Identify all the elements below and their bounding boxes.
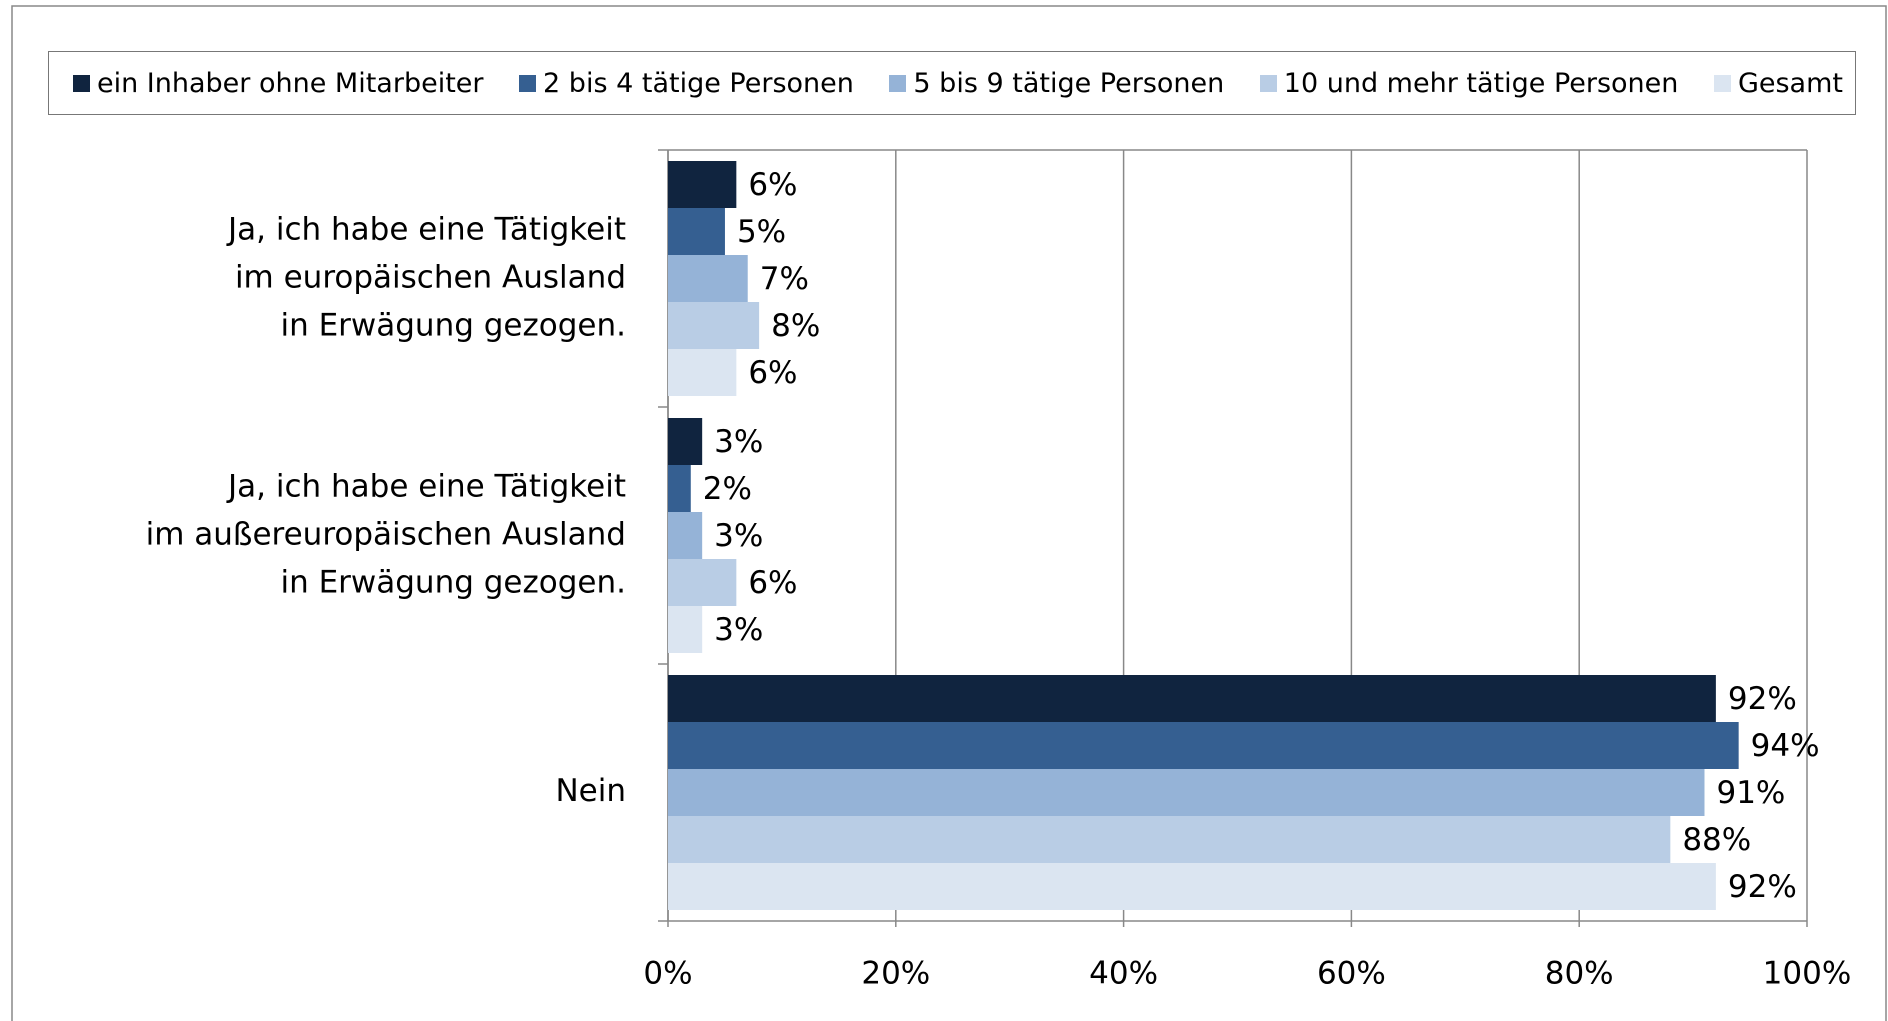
value-label: 92% <box>1728 869 1797 905</box>
value-label: 88% <box>1682 822 1751 858</box>
value-label: 7% <box>760 261 809 297</box>
x-tick-label: 20% <box>861 956 930 992</box>
x-tick-label: 100% <box>1763 956 1852 992</box>
value-label: 3% <box>714 518 763 554</box>
category-label: Ja, ich habe eine Tätigkeit im außereurop… <box>146 468 626 600</box>
value-label: 3% <box>714 424 763 460</box>
bar <box>668 559 737 606</box>
legend-label: 5 bis 9 tätige Personen <box>913 67 1225 99</box>
legend-swatch <box>73 74 90 92</box>
value-label: 5% <box>737 214 786 250</box>
legend-item: Gesamt <box>1713 67 1843 99</box>
value-label: 8% <box>771 308 820 344</box>
legend-swatch <box>519 74 537 92</box>
bar <box>668 512 703 559</box>
legend-label: 10 und mehr tätige Personen <box>1283 67 1679 99</box>
value-label: 94% <box>1751 728 1820 764</box>
legend-item: 5 bis 9 tätige Personen <box>889 68 1224 99</box>
value-label: 91% <box>1716 775 1785 811</box>
bar <box>668 722 1739 769</box>
legend-label: Gesamt <box>1737 67 1843 99</box>
bar <box>668 349 737 396</box>
value-label: 3% <box>714 612 763 648</box>
value-label: 2% <box>703 471 752 507</box>
bar <box>668 418 703 465</box>
category-label: Nein <box>555 773 626 809</box>
x-tick-label: 0% <box>643 956 692 992</box>
bar <box>668 255 748 302</box>
legend-label: ein Inhaber ohne Mitarbeiter <box>97 67 484 99</box>
x-tick-label: 40% <box>1089 956 1158 992</box>
bar <box>668 863 1716 910</box>
legend-label: 2 bis 4 tätige Personen <box>543 67 854 99</box>
x-tick-label: 60% <box>1317 956 1386 992</box>
legend-item: ein Inhaber ohne Mitarbeiter <box>73 68 484 99</box>
bar <box>668 465 691 512</box>
chart-frame <box>11 5 1887 1021</box>
legend-item: 2 bis 4 tätige Personen <box>519 68 854 99</box>
x-tick-label: 80% <box>1545 956 1614 992</box>
value-label: 6% <box>748 565 797 601</box>
legend-swatch <box>889 74 907 92</box>
legend-swatch <box>1713 74 1731 92</box>
bar <box>668 302 760 349</box>
bar <box>668 816 1671 863</box>
value-label: 92% <box>1728 681 1797 717</box>
bar <box>668 208 725 255</box>
value-label: 6% <box>748 167 797 203</box>
bar <box>668 675 1716 722</box>
category-label: Ja, ich habe eine Tätigkeit im europäisch… <box>226 211 626 343</box>
legend: ein Inhaber ohne Mitarbeiter 2 bis 4 täti… <box>48 51 1856 115</box>
bar <box>668 769 1705 816</box>
bar <box>668 161 737 208</box>
bar <box>668 606 703 653</box>
legend-swatch <box>1259 74 1277 92</box>
value-label: 6% <box>748 355 797 391</box>
legend-item: 10 und mehr tätige Personen <box>1259 67 1679 99</box>
